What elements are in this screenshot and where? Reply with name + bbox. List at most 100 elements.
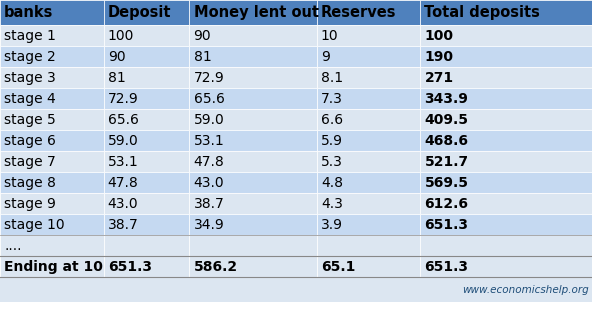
Text: 59.0: 59.0 [108,134,139,148]
Bar [420,193,592,214]
Bar [317,214,420,235]
Text: stage 9: stage 9 [4,197,56,211]
Bar [0,277,592,302]
Text: Total deposits: Total deposits [424,5,540,20]
Bar [420,46,592,67]
Text: 271: 271 [424,71,453,85]
Bar [189,172,317,193]
Text: 100: 100 [424,29,453,43]
Bar [420,88,592,109]
Bar [0,25,104,46]
Bar [189,151,317,172]
Bar [189,214,317,235]
Text: stage 5: stage 5 [4,113,56,127]
Text: Ending at 10: Ending at 10 [4,260,103,274]
Bar [104,0,189,25]
Bar [0,46,104,67]
Bar [0,193,104,214]
Bar [317,88,420,109]
Text: 468.6: 468.6 [424,134,468,148]
Bar [189,67,317,88]
Bar [420,0,592,25]
Bar [0,151,104,172]
Text: stage 6: stage 6 [4,134,56,148]
Bar [420,151,592,172]
Text: 38.7: 38.7 [194,197,224,211]
Text: Money lent out: Money lent out [194,5,318,20]
Bar [420,109,592,130]
Text: stage 3: stage 3 [4,71,56,85]
Text: 65.6: 65.6 [108,113,139,127]
Bar [420,214,592,235]
Bar [317,67,420,88]
Bar [189,109,317,130]
Text: 612.6: 612.6 [424,197,468,211]
Text: Deposit: Deposit [108,5,171,20]
Text: 409.5: 409.5 [424,113,468,127]
Text: 65.1: 65.1 [321,260,355,274]
Bar [420,172,592,193]
Text: 5.3: 5.3 [321,155,343,169]
Bar [104,214,189,235]
Text: stage 4: stage 4 [4,92,56,106]
Bar [104,172,189,193]
Bar [104,109,189,130]
Text: 72.9: 72.9 [194,71,224,85]
Text: 65.6: 65.6 [194,92,224,106]
Bar [104,151,189,172]
Bar [0,88,104,109]
Text: Reserves: Reserves [321,5,397,20]
Text: 47.8: 47.8 [194,155,224,169]
Text: stage 2: stage 2 [4,50,56,64]
Bar [0,172,104,193]
Text: 90: 90 [194,29,211,43]
Text: banks: banks [4,5,53,20]
Bar [0,256,104,277]
Bar [189,193,317,214]
Bar [317,193,420,214]
Text: 3.9: 3.9 [321,218,343,232]
Text: 38.7: 38.7 [108,218,139,232]
Bar [317,172,420,193]
Bar [104,130,189,151]
Text: 7.3: 7.3 [321,92,343,106]
Bar [104,193,189,214]
Bar [104,256,189,277]
Bar [104,46,189,67]
Text: 4.8: 4.8 [321,176,343,190]
Text: 81: 81 [108,71,126,85]
Bar [317,256,420,277]
Bar [317,130,420,151]
Bar [0,214,104,235]
Text: 53.1: 53.1 [108,155,139,169]
Bar [317,46,420,67]
Bar [104,67,189,88]
Bar [189,130,317,151]
Text: 43.0: 43.0 [108,197,139,211]
Bar [317,235,420,256]
Bar [189,46,317,67]
Text: www.economicshelp.org: www.economicshelp.org [462,285,589,295]
Text: 651.3: 651.3 [108,260,152,274]
Text: 569.5: 569.5 [424,176,468,190]
Bar [189,256,317,277]
Text: 521.7: 521.7 [424,155,469,169]
Text: ....: .... [4,239,22,253]
Bar [420,130,592,151]
Text: 10: 10 [321,29,339,43]
Bar [189,0,317,25]
Bar [420,25,592,46]
Text: stage 8: stage 8 [4,176,56,190]
Text: 4.3: 4.3 [321,197,343,211]
Text: stage 10: stage 10 [4,218,65,232]
Bar [104,235,189,256]
Text: 5.9: 5.9 [321,134,343,148]
Bar [0,0,104,25]
Bar [317,0,420,25]
Bar [0,109,104,130]
Bar [104,25,189,46]
Text: 586.2: 586.2 [194,260,238,274]
Text: 6.6: 6.6 [321,113,343,127]
Text: 343.9: 343.9 [424,92,468,106]
Text: 90: 90 [108,50,126,64]
